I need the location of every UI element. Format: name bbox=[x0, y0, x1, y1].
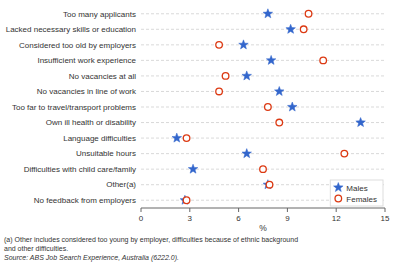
axis-line bbox=[141, 208, 385, 209]
tick-label: 0 bbox=[139, 214, 144, 223]
dot bbox=[172, 133, 182, 142]
dot bbox=[222, 73, 229, 80]
dot bbox=[239, 40, 249, 49]
category-label: Insufficient work experience bbox=[37, 56, 136, 65]
tick-label: 3 bbox=[188, 214, 193, 223]
x-axis: 0 3 6 9 12 15% bbox=[139, 208, 390, 233]
grid-line bbox=[141, 91, 385, 92]
category-label: No vacancies at all bbox=[69, 72, 136, 81]
grid-line bbox=[141, 44, 385, 45]
tick bbox=[287, 208, 288, 212]
category-label: Considered too old by employers bbox=[19, 41, 136, 50]
dot bbox=[305, 10, 312, 17]
grid-line bbox=[141, 107, 385, 108]
grid-line bbox=[141, 13, 385, 14]
tick bbox=[336, 208, 337, 212]
dot bbox=[242, 71, 252, 80]
category-label: Difficulties with child care/family bbox=[24, 165, 136, 174]
dot bbox=[188, 164, 198, 173]
legend-symbol bbox=[335, 195, 342, 202]
footnotes: (a) Other includes considered too young … bbox=[4, 236, 298, 262]
category-label: Own ill health or disability bbox=[46, 118, 136, 127]
footnote: and other difficulties. bbox=[4, 245, 68, 252]
category-label: Too far to travel/transport problems bbox=[12, 103, 136, 112]
category-label: Lacked necessary skills or education bbox=[6, 25, 136, 34]
grid-line bbox=[141, 75, 385, 76]
dot bbox=[276, 119, 283, 126]
dot bbox=[183, 197, 190, 204]
dot bbox=[275, 86, 285, 95]
footnote: Source: ABS Job Search Experience, Austr… bbox=[4, 254, 179, 262]
grid-line bbox=[141, 29, 385, 30]
grid-line bbox=[141, 60, 385, 61]
dot bbox=[266, 181, 273, 188]
dot bbox=[265, 104, 272, 111]
grid bbox=[141, 14, 385, 200]
tick bbox=[238, 208, 239, 212]
dot bbox=[288, 102, 298, 111]
grid-line bbox=[141, 153, 385, 154]
dot bbox=[263, 180, 273, 189]
legend-symbol bbox=[334, 183, 344, 192]
series bbox=[172, 9, 365, 205]
dot bbox=[341, 150, 348, 157]
series bbox=[183, 10, 347, 203]
tick-label: 12 bbox=[332, 214, 341, 223]
marks bbox=[172, 9, 365, 205]
grid-line bbox=[141, 122, 385, 123]
dot bbox=[180, 195, 190, 204]
dot bbox=[286, 24, 296, 33]
legend: Males Females bbox=[330, 180, 383, 206]
legend-label: Males bbox=[346, 184, 367, 193]
chart: Too many applicants Lacked necessary skil… bbox=[0, 0, 397, 265]
dot bbox=[263, 9, 273, 18]
dot bbox=[266, 55, 276, 64]
category-label: Unsuitable hours bbox=[76, 149, 136, 158]
y-axis-labels: Too many applicants Lacked necessary skil… bbox=[6, 10, 137, 205]
footnote: (a) Other includes considered too young … bbox=[4, 236, 298, 244]
category-label: No feedback from employers bbox=[34, 196, 136, 205]
tick-label: 6 bbox=[236, 214, 241, 223]
tick bbox=[189, 208, 190, 212]
dot bbox=[242, 149, 252, 158]
category-label: Other(a) bbox=[106, 180, 136, 189]
dot bbox=[216, 42, 223, 49]
tick bbox=[385, 208, 386, 212]
dot bbox=[320, 57, 327, 64]
tick-label: 15 bbox=[381, 214, 390, 223]
tick bbox=[141, 208, 142, 212]
dot bbox=[356, 118, 366, 127]
dot bbox=[300, 26, 307, 33]
dot bbox=[260, 166, 267, 173]
legend-label: Females bbox=[346, 195, 377, 204]
tick-label: 9 bbox=[285, 214, 290, 223]
legend-box bbox=[330, 180, 383, 206]
category-label: Language difficulties bbox=[63, 134, 136, 143]
category-label: Too many applicants bbox=[63, 10, 136, 19]
dot bbox=[183, 135, 190, 142]
category-label: No vacancies in line of work bbox=[37, 87, 137, 96]
x-axis-label: % bbox=[259, 223, 267, 233]
dot bbox=[216, 88, 223, 95]
